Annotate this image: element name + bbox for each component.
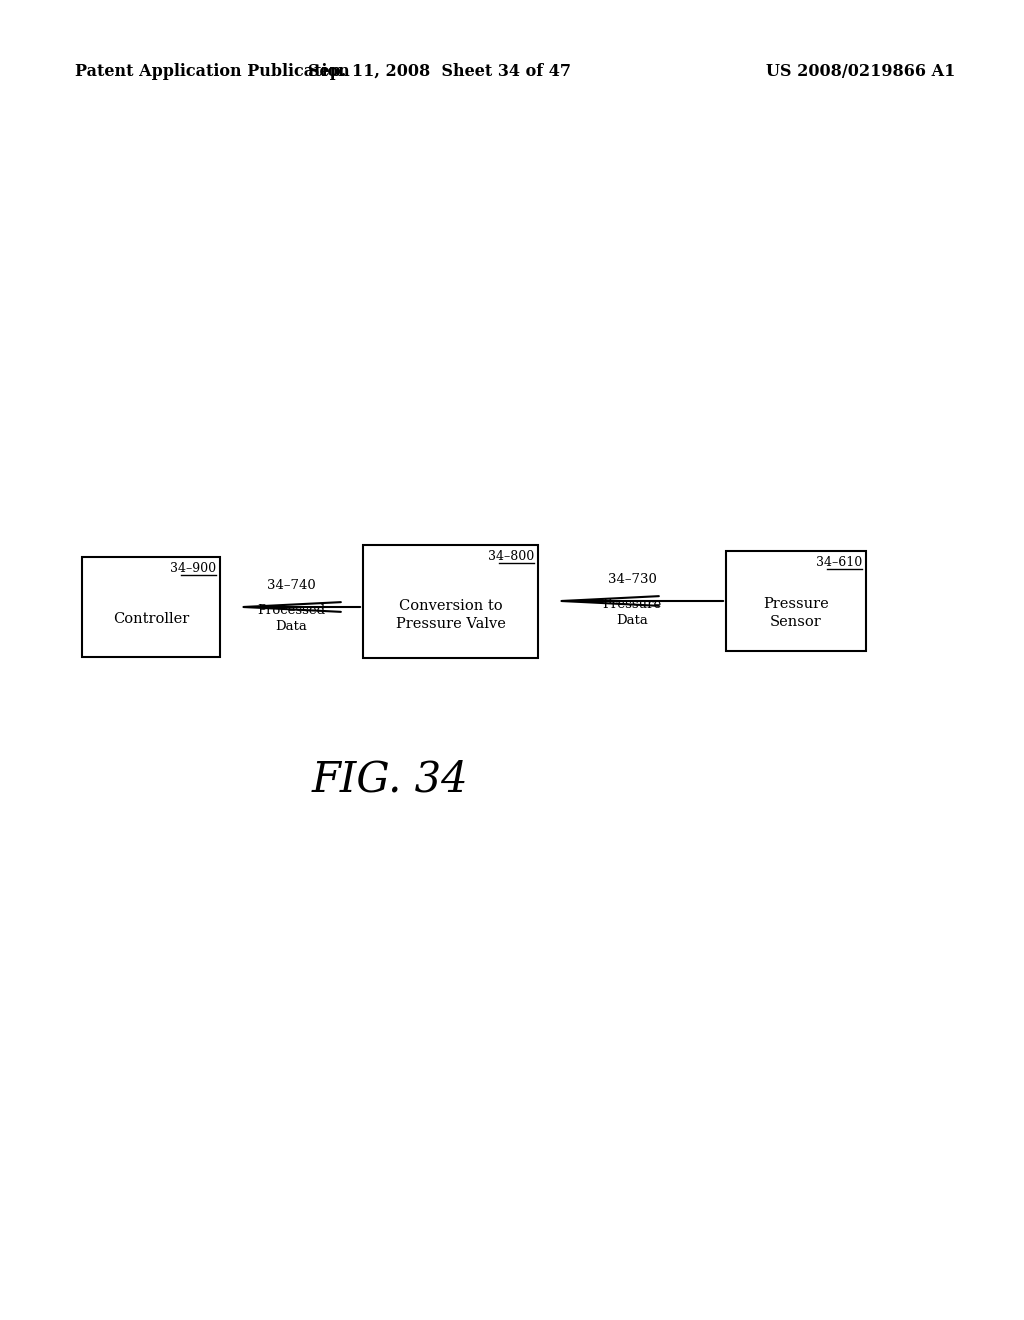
Text: 34–740: 34–740 (266, 579, 315, 591)
Text: Conversion to
Pressure Valve: Conversion to Pressure Valve (395, 599, 506, 631)
Bar (726, 550, 866, 651)
Text: Processed
Data: Processed Data (257, 605, 325, 634)
Text: Controller: Controller (113, 612, 189, 626)
Text: 34–610: 34–610 (816, 556, 862, 569)
Bar (362, 545, 538, 657)
Text: Pressure
Sensor: Pressure Sensor (763, 597, 828, 630)
Text: Pressure
Data: Pressure Data (602, 598, 662, 627)
Text: Sep. 11, 2008  Sheet 34 of 47: Sep. 11, 2008 Sheet 34 of 47 (308, 63, 571, 81)
Bar (82, 557, 220, 657)
Text: FIG. 34: FIG. 34 (311, 759, 468, 801)
Text: 34–800: 34–800 (487, 550, 534, 564)
Text: 34–730: 34–730 (607, 573, 656, 586)
Text: Patent Application Publication: Patent Application Publication (75, 63, 350, 81)
Text: US 2008/0219866 A1: US 2008/0219866 A1 (766, 63, 955, 81)
Text: 34–900: 34–900 (170, 562, 216, 576)
